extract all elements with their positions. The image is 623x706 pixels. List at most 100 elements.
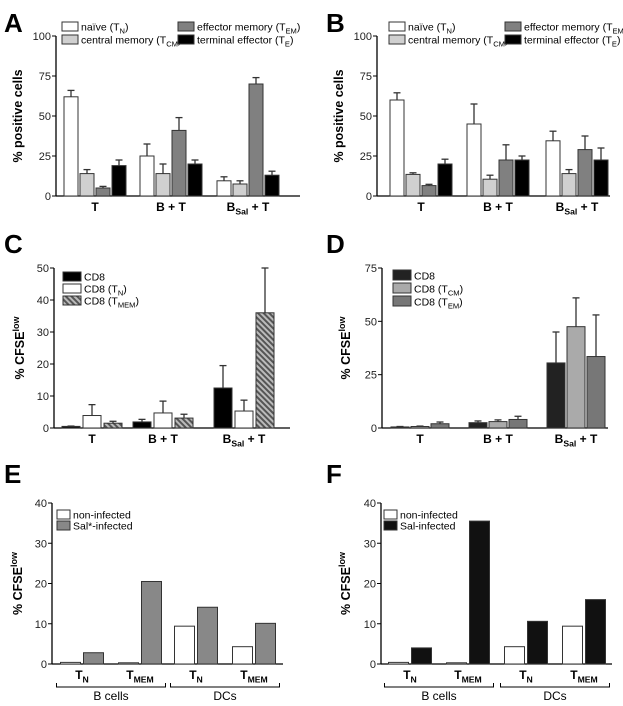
legend-swatch xyxy=(504,34,522,45)
y-axis-label: % positive cells xyxy=(11,69,25,162)
legend-label: naïve (TN) xyxy=(408,22,455,36)
x-category-label: T xyxy=(88,432,96,446)
legend-label: CD8 xyxy=(414,271,435,283)
bar xyxy=(232,183,248,197)
bar xyxy=(255,312,275,429)
panel-letter: D xyxy=(326,229,345,259)
y-tick-label: 30 xyxy=(364,538,376,550)
y-axis-label: % positive cells xyxy=(332,69,346,162)
bar xyxy=(585,599,606,665)
bar xyxy=(566,326,586,429)
legend-label: terminal effector (TE) xyxy=(524,35,620,49)
legend-label: non-infected xyxy=(73,510,131,522)
bar xyxy=(103,422,123,429)
bar xyxy=(586,356,606,429)
y-tick-label: 100 xyxy=(354,31,372,43)
panel-letter: F xyxy=(326,459,342,489)
bar xyxy=(405,173,421,197)
y-tick-label: 0 xyxy=(370,659,376,671)
group-bracket xyxy=(56,683,166,688)
x-category-label: B + T xyxy=(148,432,178,446)
y-tick-label: 25 xyxy=(365,370,377,382)
bar xyxy=(187,163,203,197)
x-category-label: T xyxy=(416,432,424,446)
bar xyxy=(174,417,194,429)
bar xyxy=(171,129,187,197)
y-axis-label: % CFSElow xyxy=(337,551,353,615)
y-tick-label: 75 xyxy=(365,263,377,275)
x-category-label: T xyxy=(91,200,99,214)
x-category-label: TN xyxy=(519,668,533,685)
y-tick-label: 40 xyxy=(35,498,47,510)
bar xyxy=(153,412,173,429)
bar xyxy=(410,426,430,429)
legend-label: CD8 (TCM) xyxy=(414,284,463,298)
bar xyxy=(561,173,577,197)
legend-swatch xyxy=(56,509,71,520)
bar xyxy=(197,606,218,665)
bar xyxy=(141,580,162,665)
y-tick-label: 0 xyxy=(43,423,49,435)
legend-label: effector memory (TEM) xyxy=(197,22,300,36)
legend-swatch xyxy=(388,34,406,45)
legend-swatch xyxy=(61,21,79,32)
y-tick-label: 20 xyxy=(35,579,47,591)
bar xyxy=(508,418,528,429)
bar xyxy=(468,422,488,429)
bar xyxy=(390,426,410,429)
bar xyxy=(437,163,453,197)
x-category-label: TMEM xyxy=(126,668,153,685)
bar xyxy=(430,423,450,429)
bar xyxy=(213,387,233,429)
legend-label: CD8 (TMEM) xyxy=(84,296,139,310)
panel-letter: E xyxy=(4,459,21,489)
x-category-label: TMEM xyxy=(454,668,481,685)
bar xyxy=(232,646,253,665)
bar xyxy=(469,520,490,665)
legend-label: naïve (TN) xyxy=(81,22,128,36)
y-tick-label: 75 xyxy=(360,71,372,83)
bar xyxy=(155,173,171,197)
y-axis-label: % CFSElow xyxy=(337,316,353,380)
legend-swatch xyxy=(392,282,412,294)
bar xyxy=(60,661,81,665)
bar xyxy=(111,165,127,197)
bar xyxy=(234,410,254,429)
bar xyxy=(63,96,79,197)
y-tick-label: 25 xyxy=(39,151,51,163)
legend-swatch xyxy=(62,283,82,294)
x-category-label: TN xyxy=(403,668,417,685)
group-label: B cells xyxy=(93,689,128,703)
bar xyxy=(264,174,280,197)
legend-swatch xyxy=(56,520,71,531)
bar xyxy=(562,625,583,665)
x-category-label: B + T xyxy=(483,200,513,214)
legend-swatch xyxy=(177,21,195,32)
legend-swatch xyxy=(383,520,398,531)
x-category-label: B + T xyxy=(156,200,186,214)
bar xyxy=(577,149,593,197)
bar xyxy=(255,622,276,665)
bar xyxy=(514,159,530,197)
legend-label: CD8 xyxy=(84,272,105,284)
panel-letter: C xyxy=(4,229,23,259)
y-tick-label: 0 xyxy=(366,191,372,203)
bar xyxy=(95,187,111,197)
legend-swatch xyxy=(61,34,79,45)
x-category-label: TMEM xyxy=(570,668,597,685)
group-bracket xyxy=(500,683,610,688)
y-tick-label: 40 xyxy=(37,295,49,307)
y-tick-label: 10 xyxy=(364,619,376,631)
y-tick-label: 50 xyxy=(37,263,49,275)
legend-swatch xyxy=(504,21,522,32)
y-tick-label: 0 xyxy=(45,191,51,203)
bar xyxy=(546,362,566,429)
legend-swatch xyxy=(177,34,195,45)
legend-label: central memory (TCM) xyxy=(81,35,181,49)
bar xyxy=(446,662,467,665)
y-tick-label: 0 xyxy=(371,423,377,435)
bar xyxy=(61,425,81,429)
